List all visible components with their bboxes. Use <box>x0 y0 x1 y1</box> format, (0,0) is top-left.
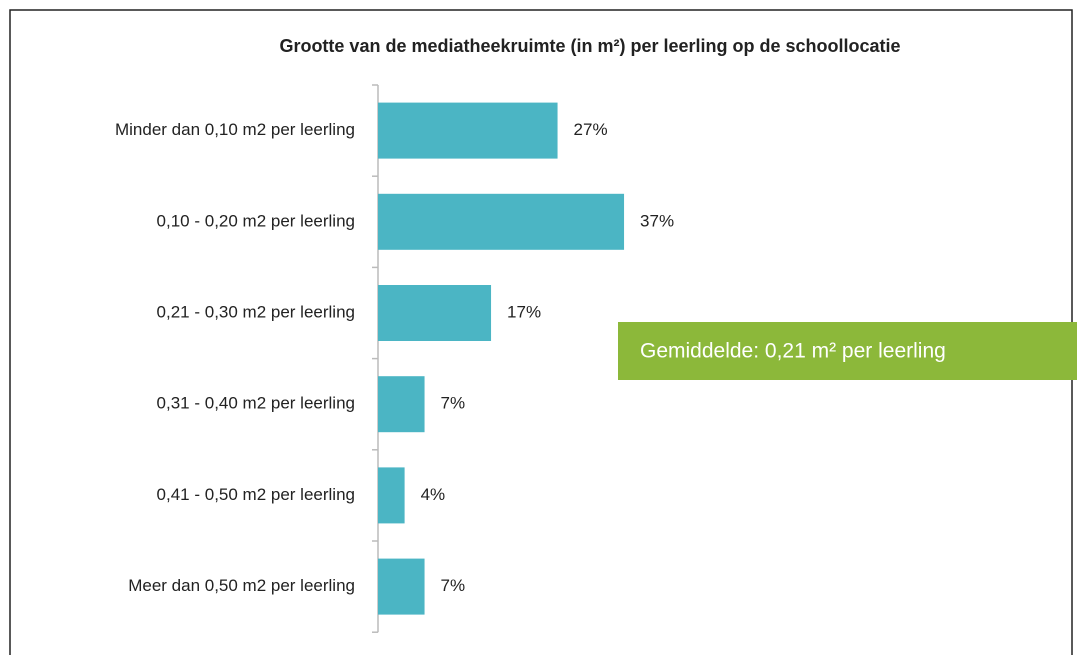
category-label: 0,41 - 0,50 m2 per leerling <box>157 485 355 504</box>
value-label: 27% <box>574 120 608 139</box>
bar <box>378 193 625 250</box>
category-label: Meer dan 0,50 m2 per leerling <box>128 576 355 595</box>
bar <box>378 285 492 341</box>
bar <box>378 376 425 433</box>
bar <box>378 102 558 159</box>
category-label: 0,10 - 0,20 m2 per leerling <box>157 211 355 230</box>
value-label: 17% <box>507 302 541 321</box>
value-label: 7% <box>441 394 466 413</box>
value-label: 37% <box>640 211 674 230</box>
category-label: 0,31 - 0,40 m2 per leerling <box>157 394 355 413</box>
category-label: 0,21 - 0,30 m2 per leerling <box>157 302 355 321</box>
category-label: Minder dan 0,10 m2 per leerling <box>115 120 355 139</box>
bar <box>378 467 405 524</box>
annotation-box <box>618 322 1077 380</box>
value-label: 7% <box>441 576 466 595</box>
annotation: Gemiddelde: 0,21 m² per leerling <box>640 340 946 363</box>
chart-title: Grootte van de mediatheekruimte (in m²) … <box>279 36 900 56</box>
value-label: 4% <box>421 485 446 504</box>
bar <box>378 558 425 615</box>
